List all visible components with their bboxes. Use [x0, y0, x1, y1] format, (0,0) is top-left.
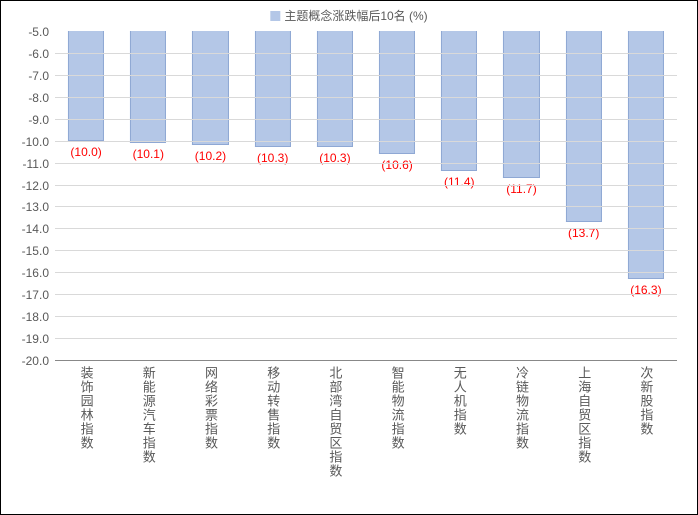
bar: [68, 31, 104, 141]
gridline: -7.0: [55, 75, 677, 76]
gridline: -13.0: [55, 206, 677, 207]
bar: [255, 31, 291, 147]
bar: [566, 31, 602, 222]
ytick-label: -16.0: [22, 266, 49, 280]
xtick-label: 无人机指数: [453, 366, 466, 436]
bar: [379, 31, 415, 154]
xtick-label: 次新股指数: [639, 366, 652, 436]
legend-label: 主题概念涨跌幅后10名 (%): [284, 7, 427, 24]
xtick-label: 移动转售指数: [266, 366, 279, 450]
gridline: -14.0: [55, 228, 677, 229]
bar: [317, 31, 353, 147]
chart-container: 主题概念涨跌幅后10名 (%) (10.0)装饰园林指数(10.1)新能源汽车指…: [0, 0, 698, 515]
gridline: -19.0: [55, 338, 677, 339]
ytick-label: -7.0: [28, 69, 49, 83]
gridline: -15.0: [55, 250, 677, 251]
gridline: -16.0: [55, 272, 677, 273]
value-label: (10.2): [195, 149, 226, 163]
bar-slot: (11.7)冷链物流指数: [490, 31, 552, 360]
bars-group: (10.0)装饰园林指数(10.1)新能源汽车指数(10.2)网络彩票指数(10…: [55, 31, 677, 360]
bar-slot: (10.0)装饰园林指数: [55, 31, 117, 360]
bar-slot: (10.3)移动转售指数: [242, 31, 304, 360]
bar: [628, 31, 664, 279]
plot-area: (10.0)装饰园林指数(10.1)新能源汽车指数(10.2)网络彩票指数(10…: [55, 31, 677, 361]
gridline: -8.0: [55, 97, 677, 98]
bar-slot: (10.6)智能物流指数: [366, 31, 428, 360]
gridline: -9.0: [55, 119, 677, 120]
bar-slot: (10.2)网络彩票指数: [179, 31, 241, 360]
bar: [130, 31, 166, 143]
value-label: (10.6): [381, 158, 412, 172]
ytick-label: -8.0: [28, 91, 49, 105]
ytick-label: -15.0: [22, 244, 49, 258]
xtick-label: 装饰园林指数: [80, 366, 93, 450]
xtick-label: 上海自贸区指数: [577, 366, 590, 464]
bar: [192, 31, 228, 145]
xtick-label: 新能源汽车指数: [142, 366, 155, 464]
legend: 主题概念涨跌幅后10名 (%): [270, 7, 427, 24]
gridline: -18.0: [55, 316, 677, 317]
gridline: -11.0: [55, 163, 677, 164]
ytick-label: -19.0: [22, 332, 49, 346]
ytick-label: -9.0: [28, 113, 49, 127]
ytick-label: -20.0: [22, 354, 49, 368]
gridline: -10.0: [55, 141, 677, 142]
gridline: -5.0: [55, 31, 677, 32]
ytick-label: -5.0: [28, 25, 49, 39]
ytick-label: -14.0: [22, 222, 49, 236]
legend-swatch: [270, 11, 280, 21]
bar-slot: (10.1)新能源汽车指数: [117, 31, 179, 360]
gridline: -6.0: [55, 53, 677, 54]
bar-slot: (13.7)上海自贸区指数: [553, 31, 615, 360]
xtick-label: 冷链物流指数: [515, 366, 528, 450]
xtick-label: 网络彩票指数: [204, 366, 217, 450]
ytick-label: -18.0: [22, 310, 49, 324]
xtick-label: 北部湾自贸区指数: [328, 366, 341, 478]
ytick-label: -11.0: [23, 157, 49, 171]
ytick-label: -10.0: [22, 135, 49, 149]
bar-slot: (11.4)无人机指数: [428, 31, 490, 360]
gridline: -17.0: [55, 294, 677, 295]
ytick-label: -17.0: [22, 288, 49, 302]
value-label: (11.4): [444, 175, 474, 189]
ytick-label: -6.0: [28, 47, 49, 61]
ytick-label: -13.0: [22, 200, 49, 214]
gridline: -20.0: [55, 360, 677, 361]
ytick-label: -12.0: [22, 179, 49, 193]
xtick-label: 智能物流指数: [391, 366, 404, 450]
gridline: -12.0: [55, 185, 677, 186]
value-label: (10.0): [70, 145, 101, 159]
bar-slot: (16.3)次新股指数: [615, 31, 677, 360]
value-label: (10.1): [133, 147, 164, 161]
bar-slot: (10.3)北部湾自贸区指数: [304, 31, 366, 360]
